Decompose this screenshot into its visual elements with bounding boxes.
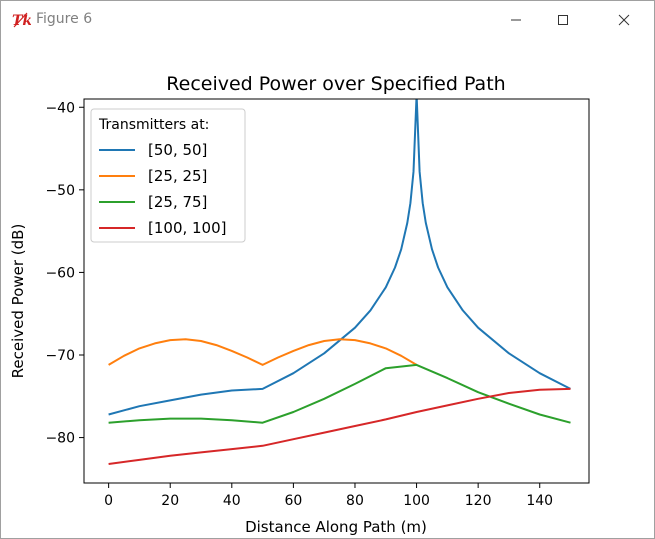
x-tick-label: 100: [403, 493, 430, 509]
tk-feather-icon: Tk: [11, 10, 32, 30]
minimize-button[interactable]: [493, 1, 539, 39]
title-bar[interactable]: Tk Figure 6: [1, 1, 654, 39]
tick-group: 0 20 40 60 80 100 120 140 −40 −50 −60 −70 −80: [45, 100, 553, 509]
x-axis-label: Distance Along Path (m): [245, 518, 427, 536]
series-line-1: [108, 99, 571, 416]
chart: Received Power over Specified Path 0 20 40…: [9, 73, 590, 536]
y-axis-label: Received Power (dB): [9, 224, 27, 379]
legend-title: Transmitters at:: [98, 117, 209, 133]
y-tick-label: −70: [45, 348, 75, 364]
legend-entry-4: [100, 100]: [148, 219, 227, 237]
close-button[interactable]: [601, 1, 647, 39]
y-tick-label: −50: [45, 183, 75, 199]
x-tick-label: 40: [223, 493, 241, 509]
x-tick-label: 80: [346, 493, 364, 509]
maximize-button[interactable]: [540, 1, 586, 39]
maximize-icon: [558, 15, 568, 25]
x-tick-label: 0: [104, 493, 113, 509]
window-title: Figure 6: [36, 11, 93, 27]
legend-entry-2: [25, 25]: [148, 167, 207, 185]
x-tick-label: 120: [465, 493, 492, 509]
series-line-4: [108, 387, 571, 465]
series-line-2: [108, 338, 418, 366]
legend: Transmitters at: [50, 50] [25, 25] [25, 75…: [90, 108, 246, 243]
y-tick-label: −60: [45, 265, 75, 281]
y-tick-label: −80: [45, 431, 75, 447]
legend-entry-1: [50, 50]: [148, 141, 207, 159]
legend-box: [90, 108, 246, 243]
close-icon: [618, 14, 630, 26]
x-tick-label: 20: [161, 493, 179, 509]
minimize-icon: [511, 19, 521, 21]
svg-text:Tk: Tk: [12, 13, 31, 29]
plot-area: [108, 99, 571, 465]
y-tick-label: −40: [45, 100, 75, 116]
x-tick-label: 140: [526, 493, 553, 509]
x-tick-label: 60: [284, 493, 302, 509]
legend-entry-3: [25, 75]: [148, 193, 207, 211]
chart-title: Received Power over Specified Path: [166, 73, 505, 95]
axes-frame: [83, 98, 590, 484]
